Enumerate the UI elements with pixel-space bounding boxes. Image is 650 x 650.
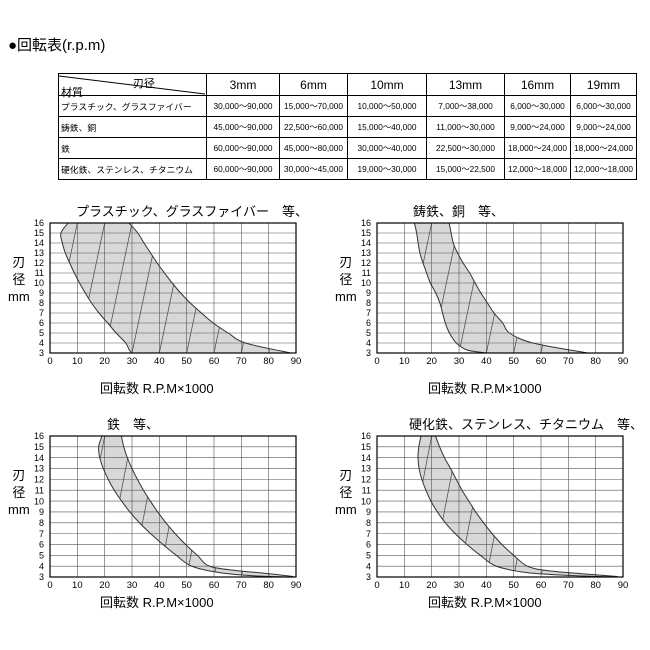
svg-text:9: 9	[39, 507, 44, 517]
svg-text:10: 10	[361, 278, 371, 288]
svg-text:90: 90	[291, 580, 302, 591]
svg-text:60: 60	[536, 356, 547, 367]
svg-text:70: 70	[563, 580, 574, 591]
svg-text:90: 90	[291, 356, 302, 367]
svg-text:12: 12	[361, 475, 371, 485]
svg-text:6: 6	[39, 318, 44, 328]
svg-text:10: 10	[399, 580, 410, 591]
svg-text:3: 3	[39, 572, 44, 582]
svg-text:10: 10	[361, 496, 371, 506]
svg-text:3: 3	[39, 348, 44, 358]
svg-text:14: 14	[361, 238, 371, 248]
svg-text:70: 70	[236, 580, 247, 591]
svg-text:90: 90	[618, 580, 629, 591]
svg-text:14: 14	[34, 238, 44, 248]
svg-text:13: 13	[361, 464, 371, 474]
svg-text:80: 80	[263, 580, 274, 591]
svg-text:3: 3	[366, 348, 371, 358]
svg-text:13: 13	[34, 464, 44, 474]
svg-text:40: 40	[481, 356, 492, 367]
svg-text:4: 4	[366, 338, 371, 348]
svg-text:12: 12	[34, 475, 44, 485]
svg-text:10: 10	[34, 278, 44, 288]
svg-text:6: 6	[366, 540, 371, 550]
svg-text:10: 10	[72, 356, 83, 367]
svg-text:0: 0	[374, 580, 379, 591]
svg-text:90: 90	[618, 356, 629, 367]
svg-text:80: 80	[590, 580, 601, 591]
svg-text:16: 16	[361, 431, 371, 441]
svg-text:60: 60	[209, 580, 220, 591]
svg-text:9: 9	[366, 288, 371, 298]
svg-text:14: 14	[34, 453, 44, 463]
svg-text:8: 8	[366, 298, 371, 308]
svg-text:5: 5	[366, 328, 371, 338]
svg-text:70: 70	[236, 356, 247, 367]
svg-text:50: 50	[508, 580, 519, 591]
svg-text:12: 12	[361, 258, 371, 268]
svg-text:60: 60	[209, 356, 220, 367]
svg-text:30: 30	[454, 356, 465, 367]
svg-text:50: 50	[508, 356, 519, 367]
svg-text:5: 5	[39, 328, 44, 338]
svg-text:7: 7	[366, 529, 371, 539]
svg-text:70: 70	[563, 356, 574, 367]
svg-text:13: 13	[34, 248, 44, 258]
svg-text:80: 80	[590, 356, 601, 367]
svg-text:5: 5	[39, 551, 44, 561]
svg-text:6: 6	[366, 318, 371, 328]
svg-text:20: 20	[99, 356, 110, 367]
svg-text:16: 16	[34, 218, 44, 228]
svg-text:0: 0	[47, 580, 52, 591]
svg-text:6: 6	[39, 540, 44, 550]
svg-text:30: 30	[454, 580, 465, 591]
svg-text:7: 7	[39, 308, 44, 318]
svg-text:20: 20	[426, 356, 437, 367]
svg-text:12: 12	[34, 258, 44, 268]
svg-text:40: 40	[154, 580, 165, 591]
svg-text:16: 16	[361, 218, 371, 228]
svg-text:13: 13	[361, 248, 371, 258]
svg-text:7: 7	[366, 308, 371, 318]
svg-text:30: 30	[127, 580, 138, 591]
svg-text:11: 11	[362, 268, 371, 278]
svg-text:4: 4	[39, 338, 44, 348]
svg-text:20: 20	[99, 580, 110, 591]
svg-text:9: 9	[366, 507, 371, 517]
svg-text:5: 5	[366, 551, 371, 561]
svg-text:10: 10	[72, 580, 83, 591]
svg-text:15: 15	[34, 228, 44, 238]
svg-text:80: 80	[263, 356, 274, 367]
svg-text:11: 11	[35, 268, 44, 278]
svg-text:10: 10	[399, 356, 410, 367]
svg-text:16: 16	[34, 431, 44, 441]
svg-text:7: 7	[39, 529, 44, 539]
svg-text:0: 0	[374, 356, 379, 367]
svg-text:8: 8	[39, 518, 44, 528]
svg-text:50: 50	[181, 580, 192, 591]
svg-text:15: 15	[361, 442, 371, 452]
svg-text:11: 11	[35, 485, 44, 495]
svg-text:4: 4	[39, 561, 44, 571]
svg-text:40: 40	[481, 580, 492, 591]
svg-text:15: 15	[361, 228, 371, 238]
svg-text:8: 8	[39, 298, 44, 308]
svg-text:20: 20	[426, 580, 437, 591]
svg-text:3: 3	[366, 572, 371, 582]
svg-text:4: 4	[366, 561, 371, 571]
svg-text:10: 10	[34, 496, 44, 506]
svg-text:40: 40	[154, 356, 165, 367]
svg-text:8: 8	[366, 518, 371, 528]
svg-text:14: 14	[361, 453, 371, 463]
svg-text:0: 0	[47, 356, 52, 367]
svg-text:11: 11	[362, 485, 371, 495]
svg-text:15: 15	[34, 442, 44, 452]
svg-text:9: 9	[39, 288, 44, 298]
svg-text:30: 30	[127, 356, 138, 367]
svg-text:60: 60	[536, 580, 547, 591]
svg-text:50: 50	[181, 356, 192, 367]
